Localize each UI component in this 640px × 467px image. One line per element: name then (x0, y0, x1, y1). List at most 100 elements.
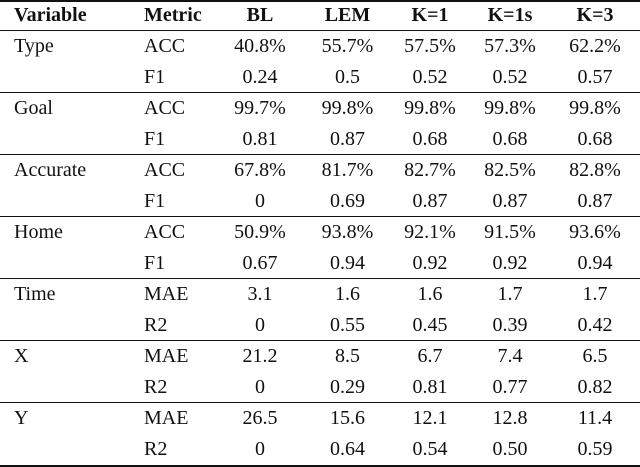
rule (0, 340, 640, 341)
value-cell: 0.59 (577, 438, 613, 460)
value-cell: 0.82 (577, 376, 613, 398)
variable-cell: Time (14, 283, 56, 305)
value-cell: 0.87 (412, 190, 448, 212)
value-cell: 99.7% (234, 97, 286, 119)
metric-cell: ACC (144, 35, 186, 57)
header-cell: K=3 (576, 4, 614, 26)
value-cell: 0.39 (492, 314, 528, 336)
value-cell: 0.68 (492, 128, 528, 150)
value-cell: 0.24 (242, 66, 278, 88)
value-cell: 62.2% (569, 35, 621, 57)
metric-cell: R2 (144, 376, 168, 398)
value-cell: 0 (255, 314, 265, 336)
value-cell: 93.6% (569, 221, 621, 243)
value-cell: 15.6 (330, 407, 365, 429)
value-cell: 82.5% (484, 159, 536, 181)
header-cell: BL (246, 4, 274, 26)
value-cell: 0.5 (335, 66, 360, 88)
metric-cell: F1 (144, 190, 166, 212)
value-cell: 11.4 (577, 407, 613, 429)
value-cell: 0.94 (330, 252, 365, 274)
header-cell: K=1 (411, 4, 449, 26)
value-cell: 0.68 (577, 128, 613, 150)
value-cell: 0 (255, 190, 265, 212)
value-cell: 1.7 (497, 283, 523, 305)
value-cell: 0.87 (577, 190, 613, 212)
header-cell: Metric (144, 4, 202, 26)
value-cell: 67.8% (234, 159, 286, 181)
value-cell: 6.5 (582, 345, 608, 367)
value-cell: 6.7 (417, 345, 443, 367)
rule (0, 216, 640, 217)
metric-cell: MAE (144, 345, 189, 367)
value-cell: 0 (255, 438, 265, 460)
value-cell: 0.69 (330, 190, 365, 212)
metric-cell: F1 (144, 252, 166, 274)
value-cell: 91.5% (484, 221, 536, 243)
variable-cell: Home (14, 221, 63, 243)
value-cell: 1.6 (335, 283, 360, 305)
value-cell: 0.92 (412, 252, 448, 274)
value-cell: 0.94 (577, 252, 613, 274)
value-cell: 99.8% (484, 97, 536, 119)
value-cell: 3.1 (247, 283, 273, 305)
metric-cell: MAE (144, 407, 189, 429)
value-cell: 57.5% (404, 35, 456, 57)
variable-cell: X (14, 345, 29, 367)
value-cell: 7.4 (497, 345, 523, 367)
value-cell: 26.5 (242, 407, 278, 429)
value-cell: 55.7% (321, 35, 374, 57)
value-cell: 1.6 (417, 283, 443, 305)
value-cell: 8.5 (335, 345, 360, 367)
value-cell: 0.81 (412, 376, 448, 398)
value-cell: 0.77 (492, 376, 528, 398)
value-cell: 0.87 (330, 128, 365, 150)
rule (0, 92, 640, 93)
value-cell: 0.42 (577, 314, 613, 336)
value-cell: 0.45 (412, 314, 448, 336)
value-cell: 0 (255, 376, 265, 398)
rule (0, 402, 640, 403)
value-cell: 99.8% (404, 97, 456, 119)
variable-cell: Y (14, 407, 29, 429)
value-cell: 0.52 (412, 66, 448, 88)
value-cell: 0.50 (492, 438, 528, 460)
variable-cell: Accurate (14, 159, 87, 181)
value-cell: 82.8% (569, 159, 621, 181)
value-cell: 0.52 (492, 66, 528, 88)
value-cell: 12.1 (412, 407, 448, 429)
value-cell: 21.2 (242, 345, 278, 367)
value-cell: 1.7 (582, 283, 608, 305)
value-cell: 12.8 (492, 407, 528, 429)
header-cell: K=1s (487, 4, 533, 26)
rule (0, 30, 640, 31)
value-cell: 81.7% (321, 159, 374, 181)
header-cell: LEM (324, 4, 371, 26)
value-cell: 0.29 (330, 376, 365, 398)
value-cell: 93.8% (321, 221, 374, 243)
rule (0, 278, 640, 279)
value-cell: 50.9% (234, 221, 286, 243)
value-cell: 0.54 (412, 438, 448, 460)
metric-cell: ACC (144, 97, 186, 119)
value-cell: 0.68 (412, 128, 448, 150)
metric-cell: R2 (144, 438, 168, 460)
metric-cell: F1 (144, 66, 166, 88)
variable-cell: Goal (14, 97, 53, 119)
rule (0, 465, 640, 467)
value-cell: 0.81 (242, 128, 278, 150)
value-cell: 99.8% (569, 97, 621, 119)
metric-cell: ACC (144, 159, 186, 181)
variable-cell: Type (14, 35, 54, 57)
value-cell: 92.1% (404, 221, 456, 243)
value-cell: 0.64 (330, 438, 365, 460)
value-cell: 0.57 (577, 66, 613, 88)
metric-cell: MAE (144, 283, 189, 305)
value-cell: 0.92 (492, 252, 528, 274)
value-cell: 0.87 (492, 190, 528, 212)
value-cell: 0.55 (330, 314, 365, 336)
value-cell: 57.3% (484, 35, 536, 57)
metric-cell: F1 (144, 128, 166, 150)
value-cell: 0.67 (242, 252, 278, 274)
